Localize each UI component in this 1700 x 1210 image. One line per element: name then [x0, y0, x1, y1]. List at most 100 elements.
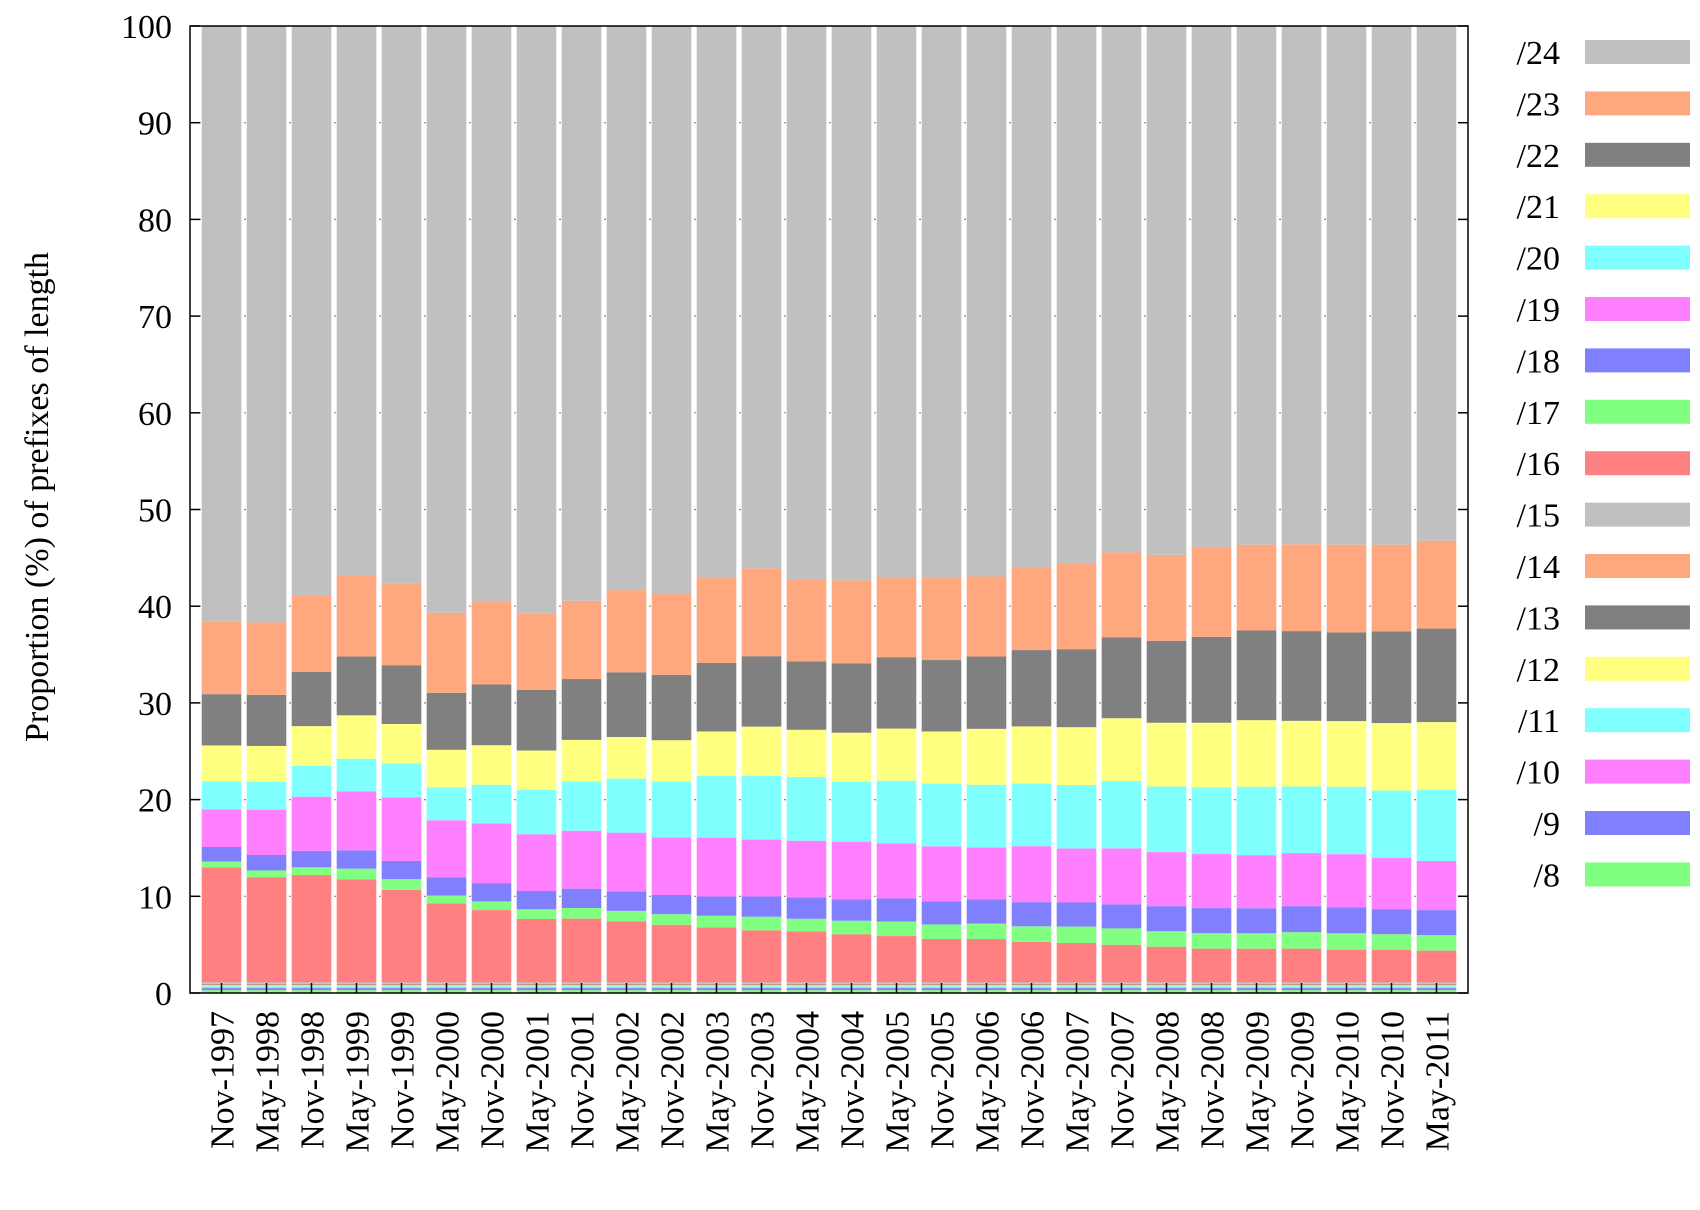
- bar-segment-len-21: [201, 745, 242, 782]
- bar-segment-len-15: [651, 982, 692, 984]
- bar-segment-len-22: [246, 694, 287, 746]
- legend-swatch: [1585, 194, 1690, 219]
- legend-label: /23: [1517, 86, 1560, 123]
- y-tick-label: 30: [138, 686, 172, 723]
- plot-frame: [189, 25, 1469, 994]
- bar-segment-len-20: [651, 781, 692, 838]
- bar-segment-len-24: [516, 26, 557, 614]
- bar-segment-len-24: [1371, 26, 1412, 545]
- legend-swatch: [1585, 451, 1690, 476]
- bar-segment-len-19: [1056, 848, 1097, 903]
- bar-segment-len-16: [336, 879, 377, 983]
- bar-segment-len-18: [831, 899, 872, 921]
- bar-segment-len-22: [1056, 649, 1097, 728]
- bar-segment-len-24: [1146, 26, 1187, 555]
- bar-segment-len-16: [831, 934, 872, 983]
- x-tick-label: May-1999: [340, 1011, 377, 1153]
- bar-segment-len-18: [786, 897, 827, 919]
- bar-segment-len-24: [876, 26, 917, 579]
- bar-segment-len-19: [336, 791, 377, 851]
- legend-swatch: [1585, 245, 1690, 270]
- bar-segment-len-16: [1371, 949, 1412, 983]
- y-axis-title: Proportion (%) of prefixes of length: [19, 252, 56, 742]
- legend-swatch: [1585, 399, 1690, 424]
- bar-segment-len-16: [561, 918, 602, 983]
- bar-segment-len-22: [516, 689, 557, 751]
- bar-segment-len-16: [651, 924, 692, 983]
- bar-segment-len-18: [1191, 908, 1232, 934]
- bar-segment-len-23: [561, 600, 602, 680]
- bar-segment-len-19: [381, 797, 422, 861]
- x-tick-label: Nov-2002: [655, 1011, 692, 1149]
- bar-segment-len-18: [1101, 904, 1142, 929]
- bar-segment-len-20: [246, 781, 287, 810]
- bar-segment-len-18: [381, 860, 422, 880]
- bar-segment-len-15: [741, 982, 782, 984]
- bar-segment-len-15: [1416, 982, 1457, 984]
- bar-segment-len-22: [1236, 630, 1277, 721]
- bar-segment-len-21: [1371, 723, 1412, 791]
- bar-segment-len-17: [1011, 926, 1052, 942]
- y-tick-label: 90: [138, 106, 172, 143]
- bar-segment-len-23: [786, 579, 827, 662]
- bar-segment-len-21: [1236, 720, 1277, 787]
- bar-segment-len-22: [1101, 637, 1142, 719]
- bar-segment-len-21: [651, 740, 692, 782]
- x-tick-label: May-2003: [700, 1011, 737, 1153]
- bar-segment-len-17: [1371, 934, 1412, 950]
- x-tick-label: May-2001: [520, 1011, 557, 1153]
- bar-segment-len-19: [606, 832, 647, 892]
- x-tick-label: Nov-2010: [1375, 1011, 1412, 1149]
- legend-label: /17: [1517, 395, 1560, 432]
- bar-segment-len-18: [1056, 902, 1097, 927]
- bar-segment-len-20: [201, 781, 242, 810]
- bar-segment-len-21: [1281, 720, 1322, 787]
- bar-segment-len-20: [561, 781, 602, 831]
- bar-segment-len-22: [381, 665, 422, 725]
- bar-segment-len-18: [606, 891, 647, 911]
- bar-segment-len-20: [606, 778, 647, 833]
- bar-segment-len-24: [336, 26, 377, 576]
- bar-segment-len-17: [1101, 928, 1142, 945]
- legend-label: /16: [1517, 446, 1560, 483]
- bar-segment-len-17: [1191, 933, 1232, 949]
- legend-label: /11: [1518, 703, 1560, 740]
- y-tick-label: 50: [138, 493, 172, 530]
- bar-segment-len-16: [921, 938, 962, 983]
- bar-segment-len-21: [246, 745, 287, 782]
- bar-segment-len-19: [966, 847, 1007, 900]
- bar-segment-len-19: [471, 823, 512, 884]
- x-tick-label: Nov-2003: [745, 1011, 782, 1149]
- bar-segment-len-20: [516, 789, 557, 835]
- bar-segment-len-22: [741, 656, 782, 727]
- bar-segment-len-15: [516, 982, 557, 984]
- bar-segment-len-15: [291, 982, 332, 984]
- bar-segment-len-15: [831, 982, 872, 984]
- bar-segment-len-24: [1011, 26, 1052, 568]
- bar-segment-len-15: [786, 982, 827, 984]
- legend-label: /8: [1534, 857, 1560, 894]
- bar-segment-len-18: [291, 850, 332, 868]
- legend-label: /22: [1517, 138, 1560, 175]
- bar-segment-len-16: [1056, 942, 1097, 983]
- x-tick-label: Nov-2005: [925, 1011, 962, 1149]
- bar-segment-len-22: [336, 656, 377, 716]
- bar-segment-len-21: [1011, 726, 1052, 784]
- bar-segment-len-17: [201, 861, 242, 868]
- bar-segment-len-16: [1416, 950, 1457, 983]
- bar-segment-len-21: [786, 729, 827, 778]
- bar-segment-len-19: [1281, 853, 1322, 907]
- legend-label: /15: [1517, 498, 1560, 535]
- bar-segment-len-21: [921, 731, 962, 784]
- bar-segment-len-19: [1236, 855, 1277, 909]
- bar-segment-len-15: [246, 982, 287, 984]
- y-tick-label: 60: [138, 396, 172, 433]
- bar-segment-len-16: [246, 877, 287, 983]
- bar-segment-len-23: [606, 590, 647, 673]
- bar-segment-len-22: [606, 672, 647, 738]
- x-tick-label: Nov-2000: [475, 1011, 512, 1149]
- bar-segment-len-23: [246, 622, 287, 695]
- bar-segment-len-21: [1146, 722, 1187, 787]
- bar-segment-len-22: [1146, 640, 1187, 723]
